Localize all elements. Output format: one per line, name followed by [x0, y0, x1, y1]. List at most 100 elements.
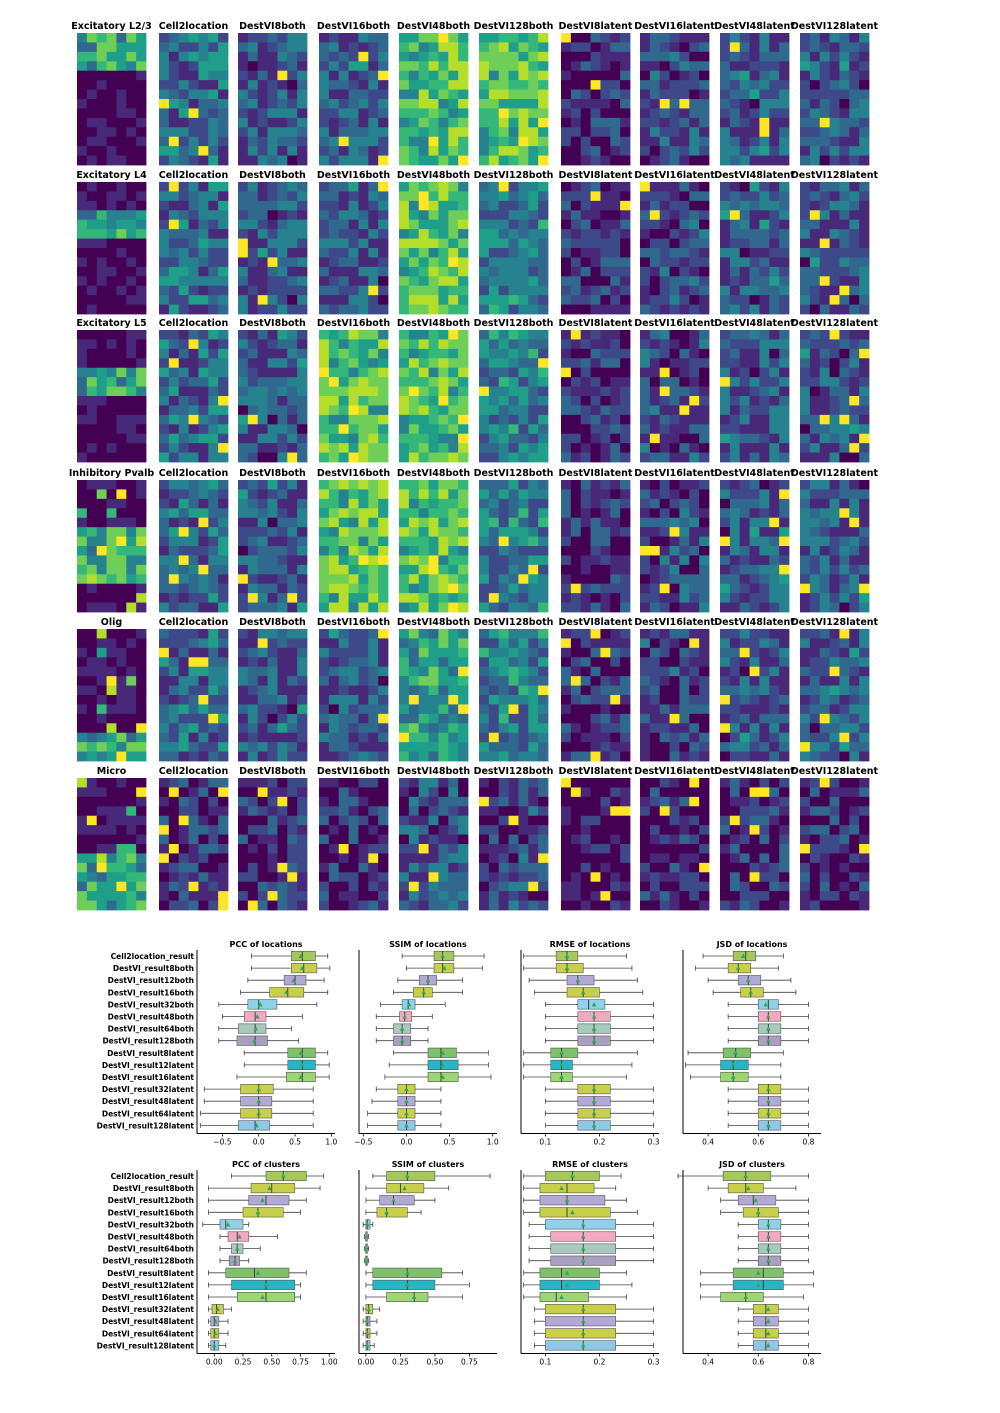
- mean-marker: [256, 1098, 262, 1104]
- mean-marker: [213, 1330, 218, 1336]
- mean-marker: [740, 953, 746, 958]
- mean-marker: [564, 953, 570, 958]
- heatmap-title: DestVI48latent: [714, 21, 795, 32]
- box: [545, 1328, 617, 1339]
- heatmap-title: Cell2location: [159, 617, 229, 628]
- heatmap-title: DestVI16latent: [634, 170, 715, 181]
- heatmap-title: DestVI8both: [239, 766, 306, 777]
- heatmap-panel: [319, 629, 389, 762]
- mean-marker: [766, 1038, 771, 1043]
- mean-marker: [580, 1222, 586, 1227]
- mean-marker: [763, 1002, 769, 1007]
- heatmap-panel: [479, 33, 549, 166]
- mean-marker: [237, 1234, 242, 1239]
- box: [550, 1047, 579, 1058]
- category-label: DestVI_result48latent: [102, 1317, 195, 1326]
- x-tick-label: 0.00: [358, 1358, 375, 1367]
- mean-marker: [402, 1185, 407, 1191]
- category-label: DestVI_result32both: [108, 1000, 194, 1009]
- category-label: DestVI_result32latent: [102, 1085, 195, 1094]
- heatmap-title: DestVI16both: [317, 21, 391, 32]
- mean-marker: [255, 1270, 261, 1275]
- heatmap-panel: [77, 33, 147, 166]
- box: [757, 1255, 782, 1266]
- heatmap-title: Excitatory L2/3: [71, 21, 151, 32]
- heatmap-panel: [479, 629, 549, 762]
- heatmap-panel: [479, 480, 549, 613]
- heatmap-panel: [319, 778, 389, 911]
- mean-marker: [363, 1246, 369, 1251]
- heatmap-panel: [77, 480, 147, 613]
- mean-marker: [766, 1123, 771, 1128]
- mean-marker: [580, 1343, 586, 1348]
- heatmap-panel: [561, 182, 631, 315]
- box: [545, 1316, 617, 1327]
- heatmap-title: DestVI8both: [239, 468, 306, 479]
- box: [386, 1170, 436, 1182]
- x-tick-label: −0.5: [213, 1138, 231, 1147]
- heatmap-panel: [238, 629, 308, 762]
- heatmap-title: DestVI128both: [474, 170, 554, 181]
- mean-marker: [260, 1294, 265, 1299]
- x-tick-label: 1.0: [325, 1138, 337, 1147]
- mean-marker: [252, 1038, 257, 1043]
- mean-marker: [399, 1038, 405, 1043]
- mean-marker: [405, 1282, 410, 1287]
- x-tick-label: 0.25: [235, 1358, 252, 1367]
- mean-marker: [564, 1197, 570, 1203]
- mean-marker: [580, 1234, 586, 1239]
- heatmap-panel: [399, 480, 469, 613]
- boxplot-title: JSD of locations: [716, 940, 788, 949]
- heatmap-title: DestVI48both: [397, 318, 471, 329]
- heatmap-title: DestVI128latent: [791, 21, 879, 32]
- mean-marker: [591, 1098, 597, 1104]
- box: [231, 1279, 296, 1290]
- heatmap-title: DestVI128latent: [791, 170, 879, 181]
- category-label: DestVI_result64latent: [102, 1109, 195, 1118]
- mean-marker: [425, 977, 431, 983]
- box: [372, 1279, 436, 1290]
- x-tick-label: 0.25: [392, 1358, 409, 1367]
- mean-marker: [253, 1026, 259, 1031]
- mean-marker: [366, 1306, 371, 1312]
- mean-marker: [766, 1098, 771, 1104]
- heatmap-panel: [238, 778, 308, 911]
- box: [539, 1291, 589, 1303]
- heatmap-panel: [159, 330, 229, 463]
- boxplot-title: PCC of locations: [229, 940, 302, 949]
- heatmap-panel: [640, 182, 710, 315]
- heatmap-panel: [159, 629, 229, 762]
- box: [545, 1304, 617, 1315]
- boxplot-panel: RMSE of clusters 0.1 0.2 0.3: [520, 1160, 660, 1367]
- box: [219, 1219, 244, 1230]
- heatmap-title: DestVI16both: [317, 318, 391, 329]
- mean-marker: [580, 1306, 586, 1312]
- heatmap-panel: [77, 330, 147, 463]
- mean-marker: [766, 1258, 771, 1263]
- heatmap-panel: [561, 629, 631, 762]
- category-label: Cell2location_result: [111, 1172, 195, 1181]
- heatmap-panel: [800, 330, 870, 463]
- heatmap-panel: [561, 33, 631, 166]
- heatmap-title: DestVI128both: [474, 318, 554, 329]
- boxplot-title: RMSE of clusters: [552, 1160, 628, 1169]
- box: [732, 950, 757, 962]
- box: [386, 1291, 429, 1303]
- box: [566, 975, 595, 986]
- x-tick-label: −0.5: [354, 1138, 372, 1147]
- mean-marker: [440, 1062, 445, 1067]
- mean-marker: [559, 1185, 564, 1191]
- x-tick-label: 0.6: [752, 1358, 764, 1367]
- box: [433, 950, 455, 962]
- mean-marker: [766, 1330, 771, 1336]
- category-label: DestVI_result12latent: [102, 1281, 195, 1290]
- heatmap-panel: [238, 330, 308, 463]
- category-label: DestVI_result128both: [102, 1037, 194, 1046]
- heatmap-panel: [319, 182, 389, 315]
- heatmap-panel: [238, 182, 308, 315]
- category-label: DestVI_result16both: [108, 1208, 194, 1217]
- heatmap-panel: [800, 33, 870, 166]
- heatmap-title: DestVI128latent: [791, 617, 879, 628]
- heatmap-panel: [159, 33, 229, 166]
